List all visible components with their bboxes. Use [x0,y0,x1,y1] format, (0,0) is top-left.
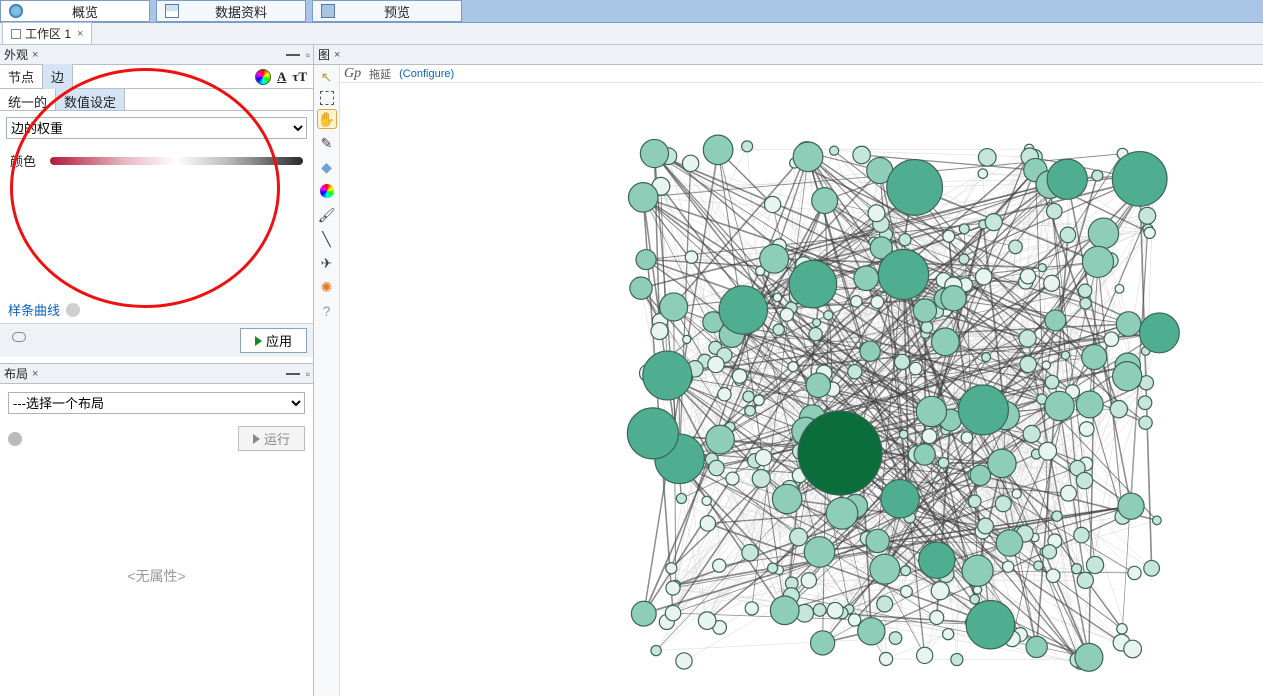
help-tool-icon[interactable]: ? [317,301,337,321]
main-tab-data[interactable]: 数据资料 [156,0,306,22]
left-sidebar: 外观 × ▫ 节点 边 A τT 统一的 数值设定 边的权重 [0,45,314,696]
dock-icon[interactable]: ▫ [306,48,309,62]
minimize-icon[interactable] [286,373,300,375]
spline-link-row: 样条曲线 [0,296,313,323]
layout-panel: 布局 × ▫ ---选择一个布局 运行 <无属性> [0,364,313,696]
color-mode-icon[interactable] [255,69,271,85]
gephi-logo-icon: Gp [344,66,361,82]
workspace-tab-label: 工作区 1 [25,25,71,42]
apply-button-label: 应用 [266,331,292,350]
palette-tool-icon[interactable] [317,181,337,201]
marquee-tool-icon[interactable] [320,91,334,105]
appearance-panel-head: 外观 × ▫ [0,45,313,65]
spline-icon [66,303,80,317]
right-area: 图 × ↖ ✋ ✎ ◆ 🖌 ╲ ✈ ✺ ? Gp 拖延 (Conf [314,45,1263,696]
appearance-element-tabs: 节点 边 A τT [0,65,313,89]
appearance-title: 外观 [4,46,28,63]
workspace-tab[interactable]: 工作区 1 × [2,22,92,44]
canvas-top-bar: Gp 拖延 (Configure) [340,65,1263,83]
color-gradient-row: 颜色 [0,145,313,176]
appearance-panel: 外观 × ▫ 节点 边 A τT 统一的 数值设定 边的权重 [0,45,313,364]
arrow-tool-icon[interactable]: ↖ [317,67,337,87]
tab-nodes[interactable]: 节点 [0,64,43,89]
table-icon [165,4,179,18]
main-tab-preview[interactable]: 预览 [312,0,462,22]
monitor-icon [321,4,335,18]
graph-panel-head: 图 × [314,45,1263,65]
graph-close-icon[interactable]: × [334,49,340,61]
run-button[interactable]: 运行 [238,426,305,451]
graph-canvas-wrap: Gp 拖延 (Configure) [340,65,1263,696]
info-icon[interactable] [8,432,22,446]
tab-uniform[interactable]: 统一的 [0,89,56,110]
gear-tool-icon[interactable]: ✺ [317,277,337,297]
globe-icon [9,4,23,18]
eyedrop-tool-icon[interactable]: ╲ [317,229,337,249]
diamond-tool-icon[interactable]: ◆ [317,157,337,177]
appearance-mode-icons: A τT [255,69,313,85]
drag-label: 拖延 [369,66,391,82]
workspace-tabs: 工作区 1 × [0,23,1263,45]
pencil-tool-icon[interactable]: ✎ [317,133,337,153]
main-tab-preview-label: 预览 [341,2,453,21]
graph-toolbar: ↖ ✋ ✎ ◆ 🖌 ╲ ✈ ✺ ? [314,65,340,696]
layout-title: 布局 [4,365,28,382]
color-label: 颜色 [10,151,50,170]
main-tabs: 概览 数据资料 预览 [0,0,1263,23]
layout-panel-head: 布局 × ▫ [0,364,313,384]
appearance-type-tabs: 统一的 数值设定 [0,89,313,111]
main-tab-overview[interactable]: 概览 [0,0,150,22]
configure-link[interactable]: (Configure) [399,68,454,80]
dock-icon[interactable]: ▫ [306,367,309,381]
appearance-close-icon[interactable]: × [32,49,38,61]
tab-ranking[interactable]: 数值设定 [56,89,125,110]
run-button-label: 运行 [264,429,290,448]
label-size-icon[interactable]: τT [292,69,307,85]
apply-row: 应用 [0,323,313,357]
apply-button[interactable]: 应用 [240,328,307,353]
minimize-icon[interactable] [286,54,300,56]
layout-placeholder: <无属性> [0,455,313,696]
plane-tool-icon[interactable]: ✈ [317,253,337,273]
graph-canvas[interactable] [340,83,1260,696]
tab-edges[interactable]: 边 [43,64,73,89]
hand-tool-icon[interactable]: ✋ [317,109,337,129]
spline-link[interactable]: 样条曲线 [8,300,60,319]
main-tab-overview-label: 概览 [29,2,141,21]
brush-tool-icon[interactable]: 🖌 [317,205,337,225]
label-color-icon[interactable]: A [277,69,286,85]
layout-close-icon[interactable]: × [32,368,38,380]
layout-select[interactable]: ---选择一个布局 [8,392,305,414]
play-icon [253,434,260,444]
graph-title: 图 [318,46,330,63]
workspace-close-icon[interactable]: × [77,28,83,40]
attribute-select[interactable]: 边的权重 [6,117,307,139]
color-gradient[interactable] [50,157,303,165]
main-tab-data-label: 数据资料 [185,2,297,21]
play-icon [255,336,262,346]
link-icon[interactable] [12,332,26,342]
workspace-icon [11,29,21,39]
